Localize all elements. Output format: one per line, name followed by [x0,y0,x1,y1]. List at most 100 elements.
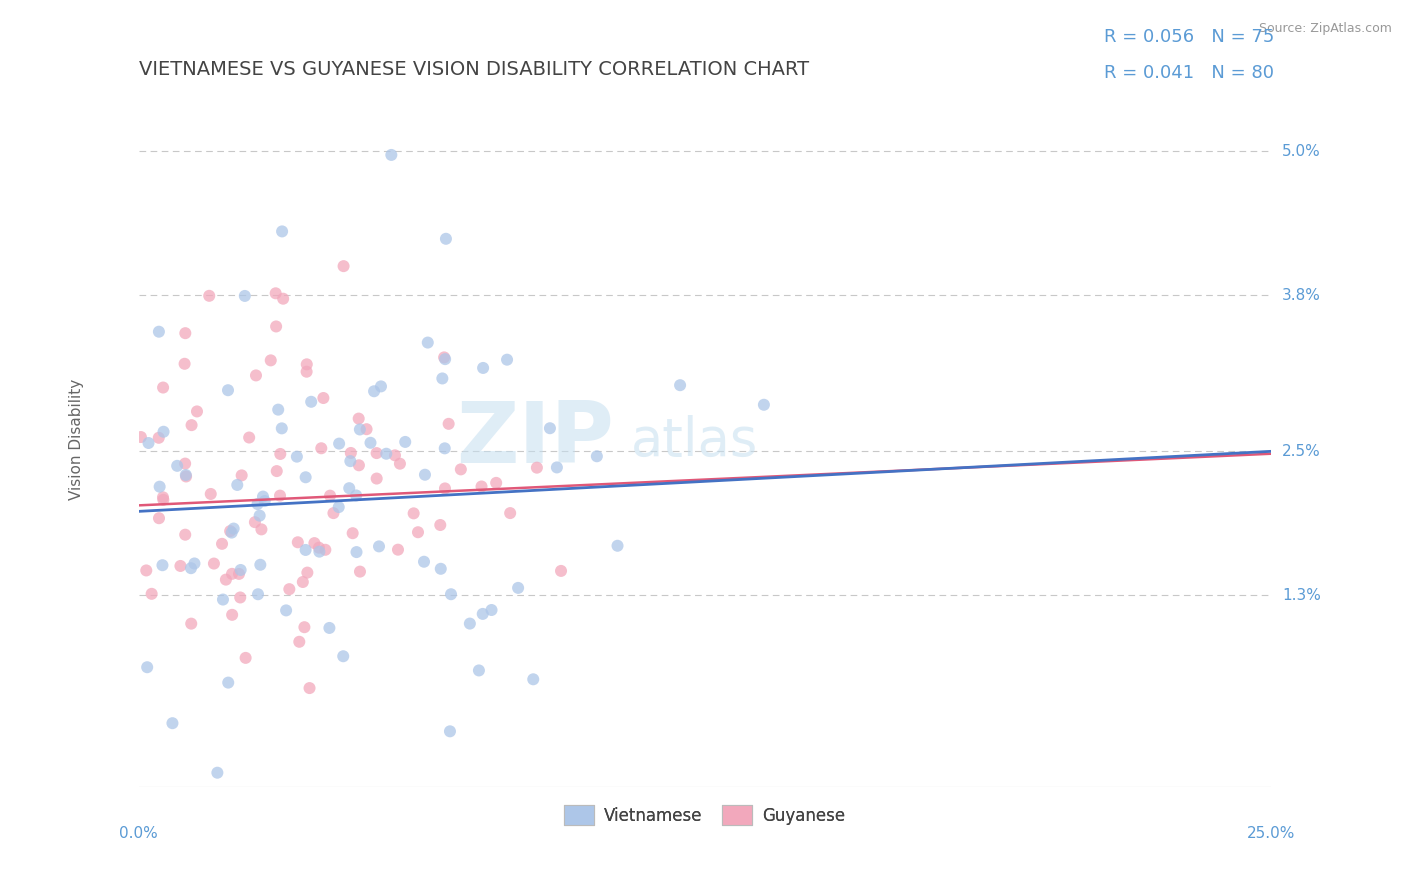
Point [299,394,322,409]
Point [152,492,174,507]
Point [174,527,197,541]
Point [221,566,243,581]
Point [148,431,170,445]
Text: 25.0%: 25.0% [1247,826,1295,841]
Point [186,404,208,418]
Point [328,436,350,450]
Point [250,522,273,536]
Point [669,378,692,392]
Text: R = 0.056   N = 75: R = 0.056 N = 75 [1104,29,1274,46]
Point [138,436,160,450]
Point [295,357,318,371]
Legend: Vietnamese, Guyanese: Vietnamese, Guyanese [557,798,852,831]
Text: VIETNAMESE VS GUYANESE VISION DISABILITY CORRELATION CHART: VIETNAMESE VS GUYANESE VISION DISABILITY… [139,60,808,78]
Point [180,561,202,575]
Point [472,360,495,375]
Point [169,558,191,573]
Point [347,411,370,425]
Point [363,384,385,399]
Point [207,765,229,780]
Point [274,603,297,617]
Point [319,489,342,503]
Point [375,447,398,461]
Point [294,470,316,484]
Point [308,544,330,558]
Point [243,515,266,529]
Point [260,353,283,368]
Point [221,525,243,540]
Point [135,564,157,578]
Point [233,289,256,303]
Point [349,422,371,436]
Text: Vision Disability: Vision Disability [69,379,84,500]
Point [229,591,252,605]
Point [522,673,544,687]
Point [368,540,391,554]
Point [496,352,519,367]
Point [162,716,184,731]
Point [752,398,775,412]
Point [271,292,294,306]
Point [346,545,368,559]
Point [266,464,288,478]
Text: R = 0.041   N = 80: R = 0.041 N = 80 [1104,64,1274,82]
Point [311,442,333,456]
Point [294,620,316,634]
Point [328,500,350,514]
Point [394,434,416,449]
Point [349,565,371,579]
Point [340,446,363,460]
Point [470,479,492,493]
Point [360,435,382,450]
Point [606,539,628,553]
Point [217,383,239,397]
Point [235,651,257,665]
Point [166,458,188,473]
Point [406,525,429,540]
Point [440,587,463,601]
Point [174,468,197,483]
Point [295,365,318,379]
Point [342,526,364,541]
Point [229,563,252,577]
Point [200,487,222,501]
Point [308,541,330,555]
Point [148,511,170,525]
Point [312,391,335,405]
Point [384,448,406,462]
Point [437,417,460,431]
Point [413,467,436,482]
Text: 1.3%: 1.3% [1282,588,1320,603]
Point [288,634,311,648]
Point [291,574,314,589]
Text: 2.5%: 2.5% [1282,444,1320,458]
Point [149,480,172,494]
Point [264,286,287,301]
Point [416,335,439,350]
Point [249,558,271,572]
Point [339,454,361,468]
Point [387,542,409,557]
Point [402,507,425,521]
Point [245,368,267,383]
Point [433,482,456,496]
Point [180,418,202,433]
Point [433,351,456,365]
Point [468,664,491,678]
Point [434,352,457,367]
Point [152,380,174,394]
Point [222,522,245,536]
Point [356,422,378,436]
Point [499,506,522,520]
Point [252,490,274,504]
Point [298,681,321,695]
Point [219,524,242,538]
Point [136,660,159,674]
Point [429,518,451,533]
Text: 3.8%: 3.8% [1282,288,1320,302]
Point [271,224,294,238]
Point [429,562,451,576]
Point [183,557,205,571]
Point [267,402,290,417]
Point [586,450,609,464]
